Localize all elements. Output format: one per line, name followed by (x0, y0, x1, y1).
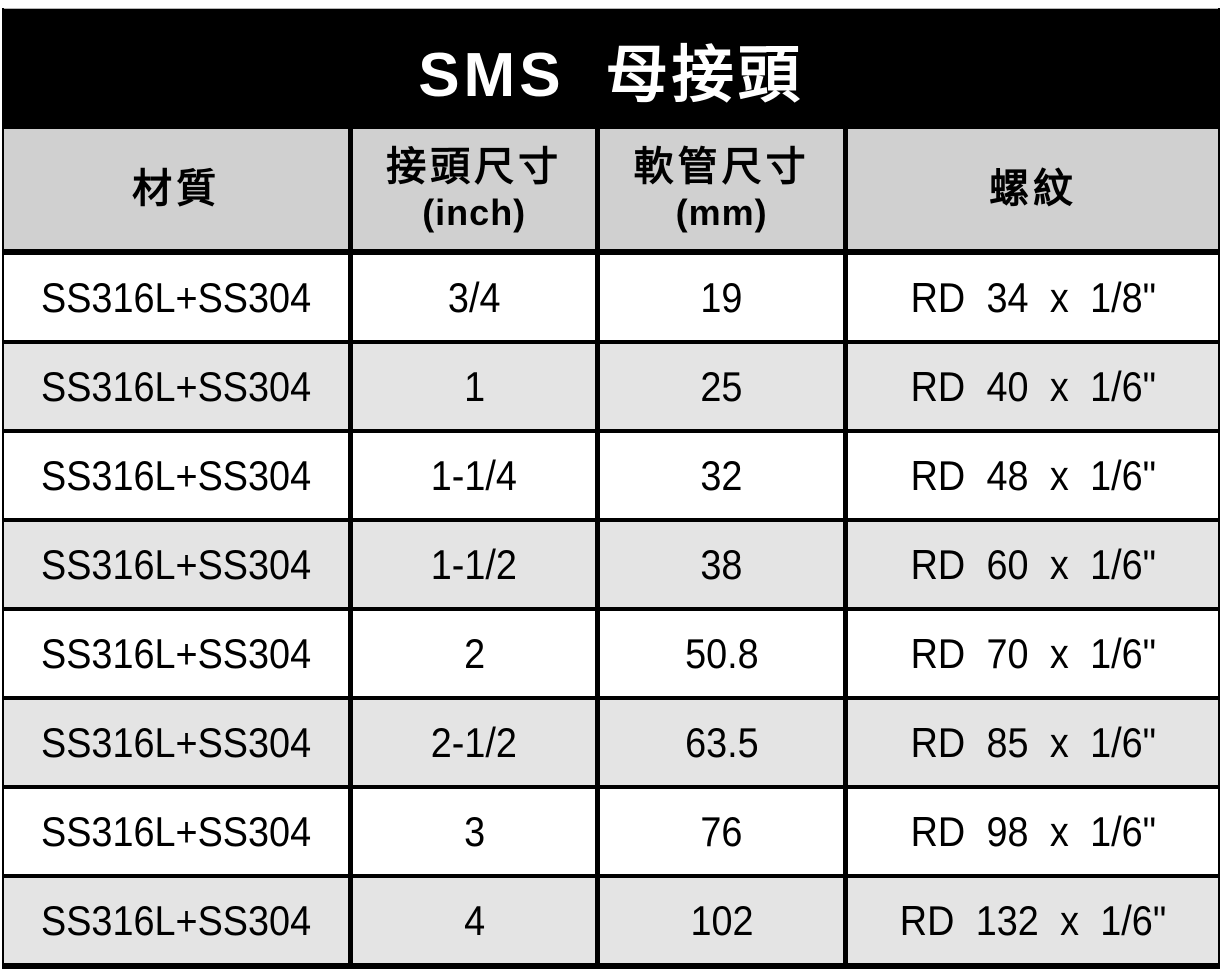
material-cell: SS316L+SS304 (3, 340, 351, 431)
thread-cell: RD 34 x 1/8" (843, 252, 1219, 342)
size-inch-cell: 1 (348, 340, 598, 431)
size-inch-cell: 3 (348, 785, 598, 876)
material-cell: SS316L+SS304 (3, 874, 351, 966)
hose-mm-cell: 50.8 (595, 607, 846, 698)
table-title: SMS 母接頭 (3, 8, 1219, 129)
thread-cell: RD 48 x 1/6" (843, 429, 1219, 520)
column-header-material: 材質 (3, 129, 351, 255)
hose-mm-cell: 38 (595, 518, 846, 609)
table-row: SS316L+SS304 3/4 19 RD 34 x 1/8" (3, 252, 1219, 342)
thread-cell: RD 40 x 1/6" (843, 340, 1219, 431)
size-inch-cell: 4 (348, 874, 598, 966)
size-inch-cell: 2-1/2 (348, 696, 598, 787)
table-row: SS316L+SS304 3 76 RD 98 x 1/6" (3, 785, 1219, 876)
thread-cell: RD 98 x 1/6" (843, 785, 1219, 876)
table-row: SS316L+SS304 1-1/2 38 RD 60 x 1/6" (3, 518, 1219, 609)
table-row: SS316L+SS304 1 25 RD 40 x 1/6" (3, 340, 1219, 431)
hose-mm-cell: 32 (595, 429, 846, 520)
table-row: SS316L+SS304 2-1/2 63.5 RD 85 x 1/6" (3, 696, 1219, 787)
hose-mm-cell: 19 (595, 252, 846, 342)
hose-mm-cell: 102 (595, 874, 846, 966)
material-cell: SS316L+SS304 (3, 429, 351, 520)
hose-mm-cell: 25 (595, 340, 846, 431)
column-header-hose-mm: 軟管尺寸 (mm) (595, 129, 846, 255)
column-header-material-label: 材質 (132, 166, 221, 211)
sms-female-coupling-spec-table: SMS 母接頭 材質 接頭尺寸 (inch) 軟管尺寸 (mm) 螺紋 (2, 8, 1220, 969)
column-header-thread: 螺紋 (843, 129, 1219, 255)
column-header-size-inch-sub: (inch) (422, 192, 527, 234)
material-cell: SS316L+SS304 (3, 785, 351, 876)
table-row: SS316L+SS304 2 50.8 RD 70 x 1/6" (3, 607, 1219, 698)
thread-cell: RD 70 x 1/6" (843, 607, 1219, 698)
column-header-hose-mm-label: 軟管尺寸 (633, 144, 810, 190)
material-cell: SS316L+SS304 (3, 607, 351, 698)
title-row: SMS 母接頭 (3, 8, 1219, 129)
size-inch-cell: 3/4 (348, 252, 598, 342)
column-header-hose-mm-sub: (mm) (675, 192, 768, 234)
hose-mm-cell: 76 (595, 785, 846, 876)
table-row: SS316L+SS304 4 102 RD 132 x 1/6" (3, 874, 1219, 966)
hose-mm-cell: 63.5 (595, 696, 846, 787)
material-cell: SS316L+SS304 (3, 252, 351, 342)
size-inch-cell: 1-1/4 (348, 429, 598, 520)
size-inch-cell: 1-1/2 (348, 518, 598, 609)
thread-cell: RD 132 x 1/6" (843, 874, 1219, 966)
column-header-thread-label: 螺紋 (989, 166, 1078, 211)
thread-cell: RD 60 x 1/6" (843, 518, 1219, 609)
table-row: SS316L+SS304 1-1/4 32 RD 48 x 1/6" (3, 429, 1219, 520)
material-cell: SS316L+SS304 (3, 696, 351, 787)
thread-cell: RD 85 x 1/6" (843, 696, 1219, 787)
material-cell: SS316L+SS304 (3, 518, 351, 609)
column-header-size-inch: 接頭尺寸 (inch) (348, 129, 598, 255)
column-header-size-inch-label: 接頭尺寸 (386, 144, 563, 190)
size-inch-cell: 2 (348, 607, 598, 698)
column-header-row: 材質 接頭尺寸 (inch) 軟管尺寸 (mm) 螺紋 (3, 129, 1219, 255)
